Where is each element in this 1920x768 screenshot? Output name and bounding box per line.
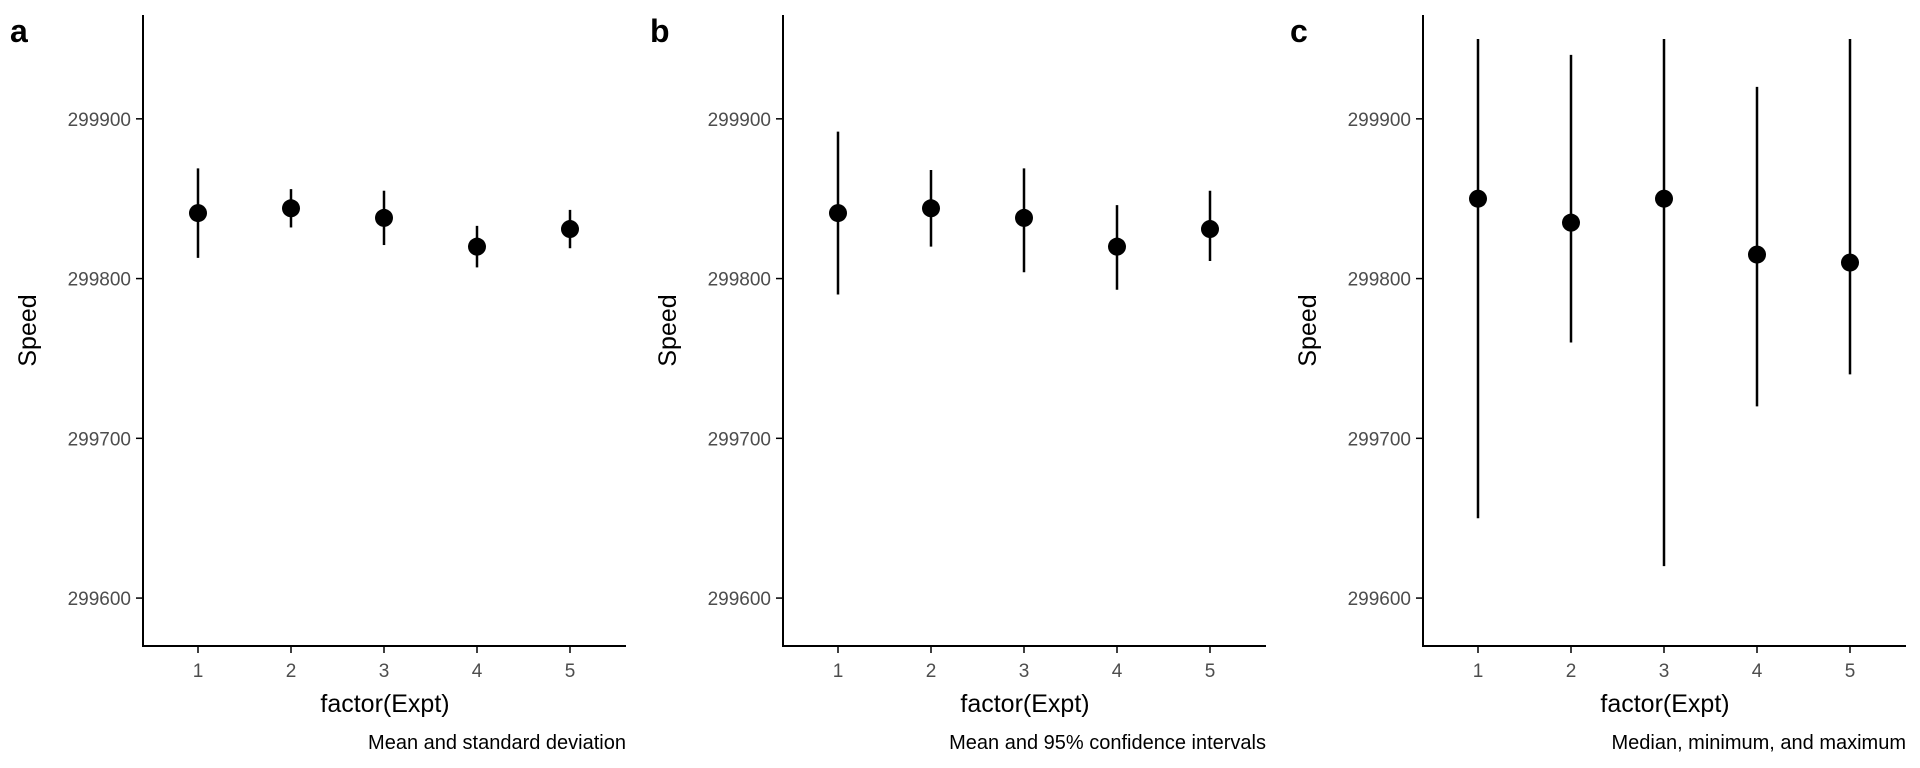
x-tick-label: 1 (1473, 661, 1484, 682)
x-axis-title: factor(Expt) (320, 690, 449, 718)
x-tick-label: 4 (1112, 661, 1123, 682)
data-point (1015, 208, 1033, 227)
x-tick-label: 1 (193, 661, 204, 682)
x-tick-label: 5 (1845, 661, 1856, 682)
x-tick-label: 5 (565, 661, 576, 682)
x-tick-label: 2 (1566, 661, 1577, 682)
data-point (375, 208, 393, 227)
data-point (922, 199, 940, 218)
data-point (1748, 245, 1766, 264)
y-tick-label: 299600 (1348, 589, 1411, 610)
panel-tag: b (650, 13, 670, 49)
x-tick-label: 2 (286, 661, 297, 682)
panel-a: a 299600 299700 299800 299900 1 2 3 4 5 factor(Exp… (10, 13, 626, 754)
data-point (829, 204, 847, 223)
y-tick-label: 299800 (68, 270, 131, 291)
x-tick-label: 3 (1019, 661, 1030, 682)
data-point (1469, 189, 1487, 208)
panel-tag: a (10, 13, 28, 49)
panel-caption: Mean and standard deviation (368, 732, 626, 754)
data-point (1655, 189, 1673, 208)
y-tick-label: 299800 (708, 270, 771, 291)
panel-b: b 299600 299700 299800 299900 1 2 3 4 5 factor(Exp… (650, 13, 1266, 754)
x-tick-label: 4 (472, 661, 483, 682)
y-tick-label: 299900 (708, 110, 771, 131)
x-tick-label: 5 (1205, 661, 1216, 682)
panel-caption: Mean and 95% confidence intervals (949, 732, 1266, 754)
x-tick-label: 1 (833, 661, 844, 682)
data-point (1562, 213, 1580, 232)
y-tick-label: 299900 (1348, 110, 1411, 131)
x-tick-label: 3 (1659, 661, 1670, 682)
y-axis-title: Speed (14, 294, 42, 366)
data-point (1108, 237, 1126, 256)
y-tick-label: 299900 (68, 110, 131, 131)
data-point (1841, 253, 1859, 272)
x-axis-title: factor(Expt) (1600, 690, 1729, 718)
y-tick-label: 299600 (708, 589, 771, 610)
panel-tag: c (1290, 13, 1308, 49)
x-tick-label: 2 (926, 661, 937, 682)
panel-c: c 299600 299700 299800 299900 1 2 3 4 5 factor(Exp… (1290, 13, 1906, 754)
data-point (282, 199, 300, 218)
x-tick-label: 3 (379, 661, 390, 682)
y-tick-label: 299700 (68, 429, 131, 450)
y-tick-label: 299700 (708, 429, 771, 450)
panel-caption: Median, minimum, and maximum (1611, 732, 1906, 754)
y-axis-title: Speed (654, 294, 682, 366)
x-tick-label: 4 (1752, 661, 1763, 682)
data-point (468, 237, 486, 256)
y-tick-label: 299800 (1348, 270, 1411, 291)
data-point (561, 220, 579, 239)
y-axis-title: Speed (1294, 294, 1322, 366)
x-axis-title: factor(Expt) (960, 690, 1089, 718)
y-tick-label: 299600 (68, 589, 131, 610)
y-tick-label: 299700 (1348, 429, 1411, 450)
data-point (1201, 220, 1219, 239)
data-point (189, 204, 207, 223)
